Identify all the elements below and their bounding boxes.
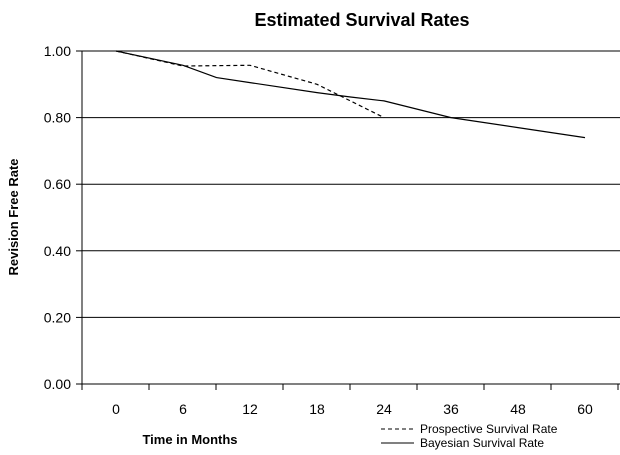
y-tick-labels: 0.00 0.20 0.40 0.60 0.80 1.00 — [44, 43, 71, 392]
y-axis-label: Revision Free Rate — [6, 158, 21, 275]
axes — [76, 50, 620, 390]
y-tick-label: 0.20 — [44, 309, 71, 325]
x-tick-label: 24 — [376, 401, 392, 417]
gridlines — [82, 50, 620, 318]
x-axis-label: Time in Months — [142, 432, 237, 447]
chart-title: Estimated Survival Rates — [254, 10, 469, 30]
y-tick-label: 0.40 — [44, 243, 71, 259]
x-tick-label: 6 — [179, 401, 187, 417]
x-tick-label: 12 — [242, 401, 258, 417]
y-tick-label: 1.00 — [44, 43, 71, 59]
series-lines — [115, 50, 586, 139]
x-tick-label: 0 — [112, 401, 120, 417]
x-tick-label: 48 — [510, 401, 526, 417]
prospective-series-line — [115, 50, 385, 119]
x-tick-label: 60 — [577, 401, 593, 417]
bayesian-series-line — [115, 50, 586, 139]
x-tick-label: 36 — [443, 401, 459, 417]
y-tick-label: 0.00 — [44, 376, 71, 392]
legend-entry: Prospective Survival Rate — [420, 422, 558, 436]
x-tick-label: 18 — [309, 401, 325, 417]
legend-entry: Bayesian Survival Rate — [420, 436, 544, 450]
y-tick-label: 0.80 — [44, 110, 71, 126]
y-tick-label: 0.60 — [44, 176, 71, 192]
x-tick-labels: 0 6 12 18 24 36 48 60 — [112, 401, 593, 417]
